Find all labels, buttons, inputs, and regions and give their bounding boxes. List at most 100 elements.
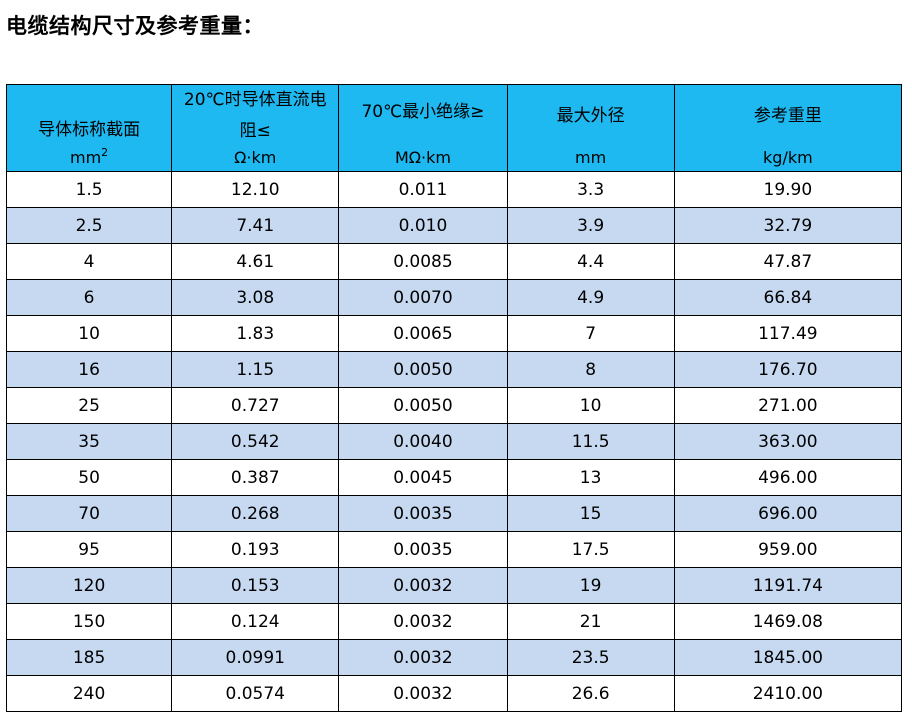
header-dc-resistance-unit: Ω·km (234, 148, 277, 167)
cell-dc-resistance: 1.15 (171, 351, 340, 388)
cell-reference-weight: 32.79 (673, 207, 903, 244)
cell-reference-weight: 176.70 (673, 351, 903, 388)
table-row: 50 0.387 0.0045 13 496.00 (5, 459, 903, 496)
header-dc-resistance-label-line2: 阻≤ (239, 121, 271, 141)
cell-dc-resistance: 0.727 (171, 387, 340, 424)
cell-dc-resistance: 12.10 (171, 171, 340, 208)
cell-insulation-resistance: 0.011 (338, 171, 508, 208)
header-insulation-resistance-label: 70℃最小绝缘≥ (361, 102, 485, 122)
cell-reference-weight: 696.00 (673, 495, 903, 532)
cell-max-outer-diameter: 15 (506, 495, 675, 532)
cell-insulation-resistance: 0.010 (338, 207, 508, 244)
cell-cross-section: 50 (5, 459, 173, 496)
cell-cross-section: 150 (5, 603, 173, 640)
table-row: 150 0.124 0.0032 21 1469.08 (5, 603, 903, 640)
cell-reference-weight: 1845.00 (673, 639, 903, 676)
cell-max-outer-diameter: 13 (506, 459, 675, 496)
table-row: 120 0.153 0.0032 19 1191.74 (5, 567, 903, 604)
table-row: 6 3.08 0.0070 4.9 66.84 (5, 279, 903, 316)
cell-dc-resistance: 0.0574 (171, 675, 340, 712)
cell-cross-section: 2.5 (5, 207, 173, 244)
cell-cross-section: 4 (5, 243, 173, 280)
cell-max-outer-diameter: 3.9 (506, 207, 675, 244)
cell-reference-weight: 19.90 (673, 171, 903, 208)
cell-reference-weight: 271.00 (673, 387, 903, 424)
header-reference-weight: 参考重里 kg/km (673, 84, 903, 172)
table-row: 16 1.15 0.0050 8 176.70 (5, 351, 903, 388)
cell-reference-weight: 1469.08 (673, 603, 903, 640)
cell-max-outer-diameter: 3.3 (506, 171, 675, 208)
cell-dc-resistance: 0.268 (171, 495, 340, 532)
header-row: 导体标称截面 mm2 20℃时导体直流电 阻≤ Ω·km 70℃最小绝缘≥ MΩ… (5, 84, 903, 172)
cell-reference-weight: 2410.00 (673, 675, 903, 712)
cell-insulation-resistance: 0.0040 (338, 423, 508, 460)
table-row: 2.5 7.41 0.010 3.9 32.79 (5, 207, 903, 244)
header-cross-section-unit: mm2 (70, 146, 109, 167)
cell-max-outer-diameter: 4.4 (506, 243, 675, 280)
cell-insulation-resistance: 0.0085 (338, 243, 508, 280)
cell-cross-section: 95 (5, 531, 173, 568)
cell-dc-resistance: 0.193 (171, 531, 340, 568)
cell-cross-section: 35 (5, 423, 173, 460)
page-title: 电缆结构尺寸及参考重量： (6, 14, 264, 38)
cell-dc-resistance: 0.0991 (171, 639, 340, 676)
cell-cross-section: 185 (5, 639, 173, 676)
cell-insulation-resistance: 0.0045 (338, 459, 508, 496)
cell-dc-resistance: 0.542 (171, 423, 340, 460)
cell-insulation-resistance: 0.0050 (338, 387, 508, 424)
cell-dc-resistance: 0.387 (171, 459, 340, 496)
cell-dc-resistance: 0.124 (171, 603, 340, 640)
table-row: 1.5 12.10 0.011 3.3 19.90 (5, 171, 903, 208)
table-row: 35 0.542 0.0040 11.5 363.00 (5, 423, 903, 460)
table-row: 95 0.193 0.0035 17.5 959.00 (5, 531, 903, 568)
cell-insulation-resistance: 0.0035 (338, 495, 508, 532)
cell-reference-weight: 66.84 (673, 279, 903, 316)
table-row: 25 0.727 0.0050 10 271.00 (5, 387, 903, 424)
header-cross-section: 导体标称截面 mm2 (5, 84, 173, 172)
cell-insulation-resistance: 0.0032 (338, 603, 508, 640)
table-row: 70 0.268 0.0035 15 696.00 (5, 495, 903, 532)
cell-insulation-resistance: 0.0070 (338, 279, 508, 316)
table-body: 1.5 12.10 0.011 3.3 19.90 2.5 7.41 0.010 3.9 32.… (5, 171, 903, 712)
header-insulation-resistance: 70℃最小绝缘≥ MΩ·km (338, 84, 508, 172)
header-max-outer-diameter: 最大外径 mm (506, 84, 675, 172)
table-header: 导体标称截面 mm2 20℃时导体直流电 阻≤ Ω·km 70℃最小绝缘≥ MΩ… (5, 84, 903, 172)
table-row: 185 0.0991 0.0032 23.5 1845.00 (5, 639, 903, 676)
cell-cross-section: 16 (5, 351, 173, 388)
cell-reference-weight: 1191.74 (673, 567, 903, 604)
cell-cross-section: 6 (5, 279, 173, 316)
cell-max-outer-diameter: 8 (506, 351, 675, 388)
header-cross-section-label: 导体标称截面 (38, 120, 141, 140)
cell-reference-weight: 496.00 (673, 459, 903, 496)
cell-max-outer-diameter: 11.5 (506, 423, 675, 460)
cell-dc-resistance: 7.41 (171, 207, 340, 244)
cable-spec-table: 导体标称截面 mm2 20℃时导体直流电 阻≤ Ω·km 70℃最小绝缘≥ MΩ… (5, 84, 903, 712)
cell-reference-weight: 117.49 (673, 315, 903, 352)
cell-max-outer-diameter: 17.5 (506, 531, 675, 568)
cell-dc-resistance: 0.153 (171, 567, 340, 604)
cell-reference-weight: 959.00 (673, 531, 903, 568)
cell-insulation-resistance: 0.0032 (338, 675, 508, 712)
cell-max-outer-diameter: 21 (506, 603, 675, 640)
header-reference-weight-label: 参考重里 (753, 106, 822, 126)
cell-max-outer-diameter: 19 (506, 567, 675, 604)
table-row: 10 1.83 0.0065 7 117.49 (5, 315, 903, 352)
header-dc-resistance: 20℃时导体直流电 阻≤ Ω·km (171, 84, 340, 172)
cell-insulation-resistance: 0.0035 (338, 531, 508, 568)
cell-dc-resistance: 3.08 (171, 279, 340, 316)
cell-insulation-resistance: 0.0032 (338, 639, 508, 676)
table-row: 4 4.61 0.0085 4.4 47.87 (5, 243, 903, 280)
cell-insulation-resistance: 0.0065 (338, 315, 508, 352)
cell-insulation-resistance: 0.0032 (338, 567, 508, 604)
cell-cross-section: 240 (5, 675, 173, 712)
cell-max-outer-diameter: 23.5 (506, 639, 675, 676)
cell-max-outer-diameter: 4.9 (506, 279, 675, 316)
header-max-outer-diameter-unit: mm (575, 148, 607, 167)
cell-reference-weight: 47.87 (673, 243, 903, 280)
cell-insulation-resistance: 0.0050 (338, 351, 508, 388)
cell-max-outer-diameter: 10 (506, 387, 675, 424)
header-dc-resistance-label-line1: 20℃时导体直流电 (183, 90, 327, 110)
header-reference-weight-unit: kg/km (763, 148, 813, 167)
cell-dc-resistance: 1.83 (171, 315, 340, 352)
cell-dc-resistance: 4.61 (171, 243, 340, 280)
